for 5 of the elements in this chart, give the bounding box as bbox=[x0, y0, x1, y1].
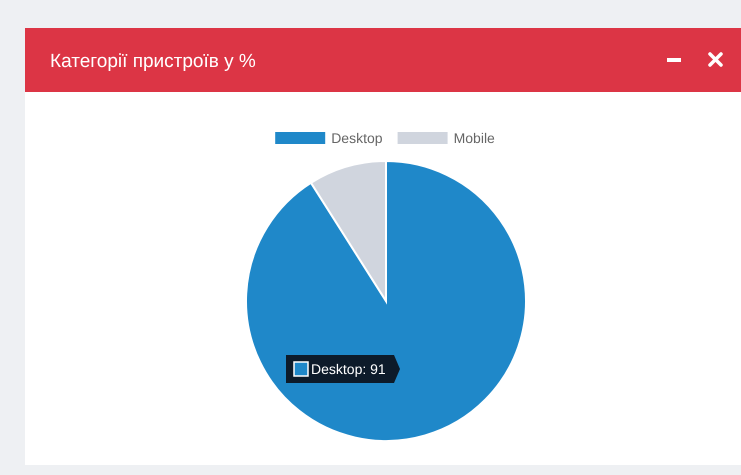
data-label: Desktop: 91 bbox=[311, 361, 386, 377]
legend-label: Desktop bbox=[331, 130, 383, 146]
pie-slice bbox=[245, 160, 527, 442]
legend-label: Mobile bbox=[454, 130, 496, 146]
chart-title: Категорії пристроїв у % bbox=[50, 51, 256, 72]
